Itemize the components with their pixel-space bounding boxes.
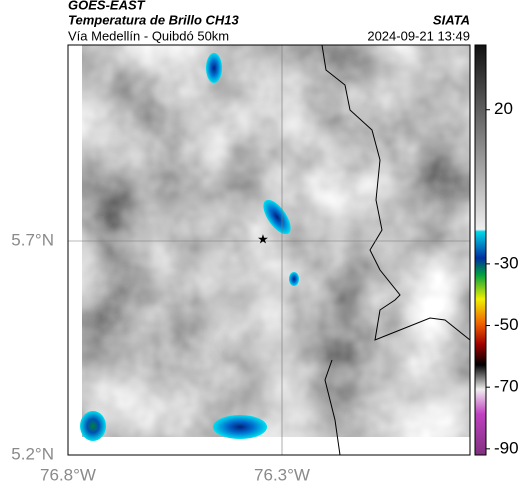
route: Vía Medellín - Quibdó 50km [68, 28, 229, 43]
map-frame [67, 44, 471, 456]
colorbar [474, 44, 487, 456]
colorbar-tick-label: -70 [494, 377, 519, 396]
lat-label: 5.2°N [11, 444, 54, 463]
satellite-image [80, 45, 470, 441]
lat-label: 5.7°N [11, 230, 54, 249]
lon-label: 76.8°W [40, 465, 96, 484]
subtitle: Temperatura de Brillo CH13 [68, 12, 240, 27]
border [324, 359, 341, 456]
colorbar-tick-label: -50 [494, 315, 519, 334]
datetime: 2024-09-21 13:49 [367, 28, 470, 43]
colorbar-tick-label: 20 [494, 99, 513, 118]
location-star: ★ [257, 231, 269, 246]
colorbar-tick-label: -90 [494, 438, 519, 457]
colorbar-tick-label: -30 [494, 253, 519, 272]
title: GOES-EAST [68, 0, 146, 12]
border [321, 44, 471, 341]
lon-label: 76.3°W [254, 465, 310, 484]
colorbar-scale [474, 44, 487, 456]
source: SIATA [433, 12, 470, 27]
